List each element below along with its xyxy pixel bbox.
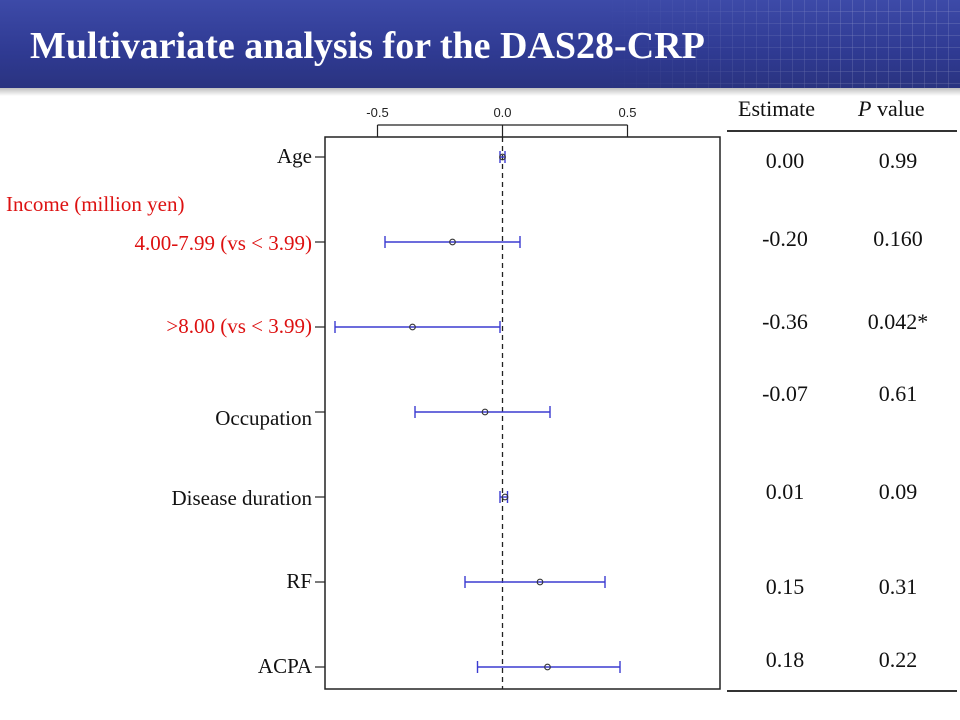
estimate-cell: 0.01 <box>765 479 805 504</box>
estimate-point <box>536 578 544 586</box>
table-header-rule <box>727 130 957 132</box>
category-label: >8.00 (vs < 3.99) <box>166 314 312 338</box>
plot-marks <box>334 137 621 689</box>
estimate-cell: 0.00 <box>765 148 805 173</box>
estimate-point <box>544 663 551 671</box>
income-group-label: Income (million yen) <box>6 192 185 216</box>
banner-shadow <box>0 88 960 96</box>
estimate-cell: 0.18 <box>765 647 805 672</box>
p-value-header-p: P <box>858 96 872 121</box>
p-value-cell: 0.042* <box>867 309 929 334</box>
p-value-cell: 0.09 <box>878 479 918 504</box>
estimate-cell: -0.07 <box>762 381 808 406</box>
plot-frame <box>324 136 721 690</box>
estimate-cell: -0.36 <box>762 309 808 334</box>
estimate-point <box>499 153 506 161</box>
x-tick-label: 0.0 <box>493 105 511 120</box>
p-value-cell: 0.31 <box>878 574 918 599</box>
estimate-cell: -0.20 <box>762 226 808 251</box>
p-value-cell: 0.22 <box>878 647 918 672</box>
p-value-header-rest: value <box>876 96 925 121</box>
x-tick-label: -0.5 <box>366 105 388 120</box>
x-tick-label: 0.5 <box>618 105 636 120</box>
estimate-point <box>449 238 456 246</box>
category-label: RF <box>286 569 312 593</box>
banner-grid-pattern <box>600 0 960 88</box>
estimate-point <box>501 493 509 501</box>
estimate-point <box>409 323 416 331</box>
p-value-cell: 0.61 <box>878 381 918 406</box>
estimate-point <box>481 408 489 416</box>
category-label: ACPA <box>257 654 312 678</box>
slide-title: Multivariate analysis for the DAS28-CRP <box>30 25 705 67</box>
title-banner: Multivariate analysis for the DAS28-CRP <box>0 0 960 88</box>
estimate-cell: 0.15 <box>765 574 805 599</box>
table-bottom-rule <box>727 690 957 692</box>
p-value-header: P value <box>858 96 925 122</box>
category-label: Age <box>277 144 312 168</box>
category-label: Occupation <box>215 406 312 430</box>
x-axis-ticks: -0.5 0.0 0.5 <box>315 105 637 668</box>
p-value-cell: 0.160 <box>873 226 923 251</box>
p-value-cell: 0.99 <box>878 148 918 173</box>
estimate-header: Estimate <box>738 96 815 121</box>
category-label: 4.00-7.99 (vs < 3.99) <box>134 231 313 255</box>
category-label: Disease duration <box>171 486 312 510</box>
